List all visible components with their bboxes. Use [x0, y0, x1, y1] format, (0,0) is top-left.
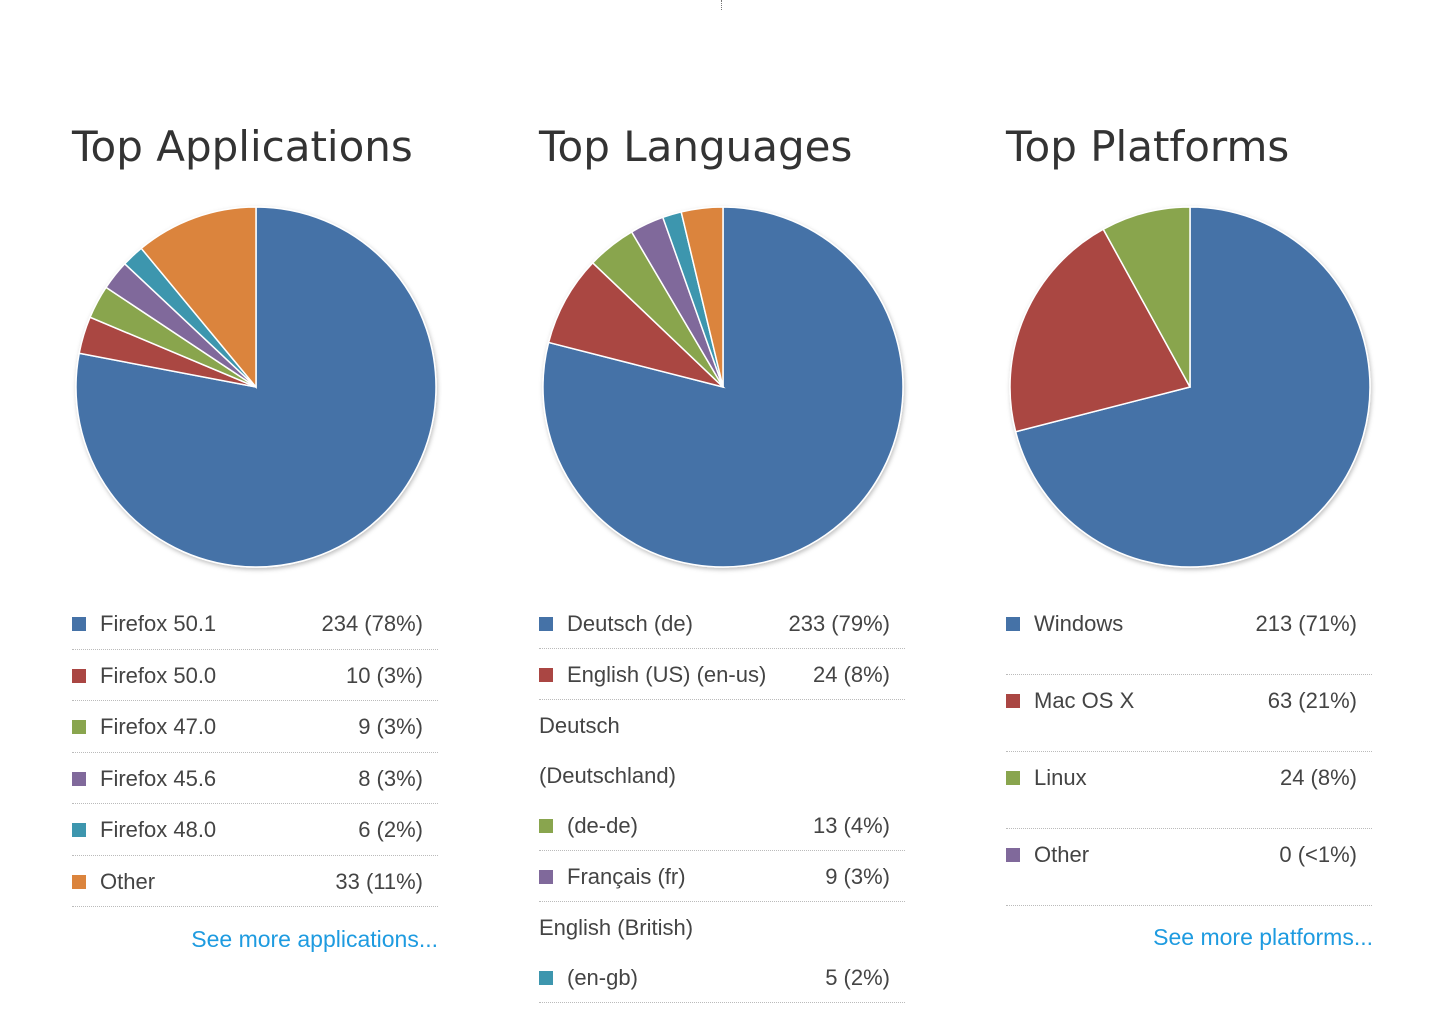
legend-color-swatch: [1006, 694, 1020, 708]
legend-value: 5 (2%): [825, 965, 890, 990]
legend-item[interactable]: (de-de) 13 (4%): [539, 800, 905, 851]
pie-slice-linux[interactable]: [1102, 206, 1191, 388]
legend-label: Firefox 50.1: [100, 611, 217, 636]
legend-value: 6 (2%): [358, 817, 423, 842]
pie-slice-windows[interactable]: [1014, 206, 1371, 568]
legend-item[interactable]: Linux 24 (8%): [1006, 752, 1372, 829]
legend-label: Firefox 50.0: [100, 662, 217, 688]
legend-label: English (US) (en-us): [567, 662, 767, 687]
pie-slice-other[interactable]: [680, 206, 724, 388]
legend-value: 13 (4%): [812, 813, 890, 838]
legend-label-line: English (British): [539, 902, 905, 952]
legend-label: Mac OS X: [1034, 688, 1135, 713]
legend-color-swatch: [72, 617, 86, 631]
legend-value: 234 (78%): [321, 611, 423, 636]
legend-value: 33 (11%): [335, 868, 423, 894]
chart-title: Top Platforms: [1006, 122, 1290, 171]
legend-label: (en-gb): [567, 965, 638, 990]
panel-top-platforms: Top Platforms Windows 213 (71%) Mac OS X 63…: [1006, 0, 1386, 1011]
divider-tick: [721, 0, 723, 10]
legend-label: Windows: [1034, 611, 1124, 636]
legend-item[interactable]: Firefox 50.1 234 (78%): [72, 598, 438, 650]
legend-item[interactable]: Mac OS X 63 (21%): [1006, 675, 1372, 752]
legend-value: 213 (71%): [1255, 611, 1357, 636]
legend: Windows 213 (71%) Mac OS X 63 (21%) Linux 24 …: [1006, 598, 1372, 906]
legend-label-line: Deutsch: [539, 700, 905, 750]
legend-label: Français (fr): [567, 864, 686, 889]
legend-item[interactable]: Firefox 48.0 6 (2%): [72, 804, 438, 856]
legend-label: Other: [100, 868, 156, 894]
legend-label: Firefox 47.0: [100, 714, 217, 739]
see-more-platforms-link[interactable]: See more platforms...: [1153, 924, 1373, 950]
legend-label: Firefox 45.6: [100, 765, 217, 791]
legend: Firefox 50.1 234 (78%) Firefox 50.0 10 (3%)…: [72, 598, 438, 907]
legend-item[interactable]: Other 33 (11%): [72, 856, 438, 907]
legend-item[interactable]: Français (fr) 9 (3%): [539, 851, 905, 902]
pie-chart-platforms: [1009, 206, 1371, 568]
legend-label: Deutsch: [539, 713, 620, 738]
legend-value: 24 (8%): [1279, 765, 1357, 790]
pie-chart-applications: [75, 206, 437, 568]
legend-label: Linux: [1034, 765, 1087, 790]
legend-value: 8 (3%): [358, 765, 423, 791]
pie-slice-other[interactable]: [140, 206, 257, 390]
legend-color-swatch: [1006, 771, 1020, 785]
pie-chart-languages: [542, 206, 904, 568]
legend-item[interactable]: Deutsch (de) 233 (79%): [539, 598, 905, 649]
legend-color-swatch: [72, 720, 86, 734]
legend-item[interactable]: Windows 213 (71%): [1006, 598, 1372, 675]
legend-value: 9 (3%): [358, 714, 423, 739]
legend-color-swatch: [539, 617, 553, 631]
legend-color-swatch: [539, 668, 553, 682]
legend-item[interactable]: English (US) (en-us) 24 (8%): [539, 649, 905, 700]
legend-color-swatch: [539, 971, 553, 985]
legend-label: English (British): [539, 915, 694, 940]
pie-slice-firefox-50-1[interactable]: [75, 206, 437, 568]
legend-item[interactable]: (en-gb) 5 (2%): [539, 952, 905, 1003]
legend-label-line: (Deutschland): [539, 750, 905, 800]
legend-color-swatch: [72, 823, 86, 837]
legend-item[interactable]: Other 0 (<1%): [1006, 829, 1372, 906]
legend-item[interactable]: Firefox 45.6 8 (3%): [72, 753, 438, 804]
pie-slice-english-us-en-us[interactable]: [547, 261, 726, 389]
legend-color-swatch: [1006, 848, 1020, 862]
legend-color-swatch: [72, 874, 86, 889]
legend-color-swatch: [1006, 617, 1020, 631]
legend-color-swatch: [72, 668, 86, 683]
legend-color-swatch: [539, 819, 553, 833]
legend-value: 24 (8%): [812, 662, 890, 687]
legend-value: 9 (3%): [825, 864, 890, 889]
legend-label: Other: [1034, 842, 1090, 867]
legend-label: (Deutschland): [539, 763, 676, 788]
legend-value: 63 (21%): [1267, 688, 1357, 713]
legend-value: 10 (3%): [345, 662, 423, 688]
legend-label: Deutsch (de): [567, 611, 693, 636]
legend-value: 0 (<1%): [1279, 842, 1357, 867]
panel-top-languages: Top Languages Deutsch (de) 233 (79%) Engli…: [539, 0, 919, 1011]
legend-item[interactable]: Firefox 47.0 9 (3%): [72, 701, 438, 753]
legend-item[interactable]: Firefox 50.0 10 (3%): [72, 650, 438, 701]
legend-label: (de-de): [567, 813, 638, 838]
see-more-applications-link[interactable]: See more applications...: [191, 926, 438, 952]
chart-title: Top Languages: [539, 122, 853, 171]
chart-title: Top Applications: [72, 122, 413, 171]
pie-slice-mac-os-x[interactable]: [1009, 228, 1192, 433]
panel-top-applications: Top Applications Firefox 50.1 234 (78%) Fi…: [72, 0, 452, 1011]
legend-value: 233 (79%): [788, 611, 890, 636]
legend: Deutsch (de) 233 (79%) English (US) (en-us…: [539, 598, 905, 1003]
legend-color-swatch: [72, 771, 86, 786]
legend-label: Firefox 48.0: [100, 817, 217, 842]
pie-slice-deutsch-de[interactable]: [542, 206, 904, 568]
legend-color-swatch: [539, 870, 553, 884]
